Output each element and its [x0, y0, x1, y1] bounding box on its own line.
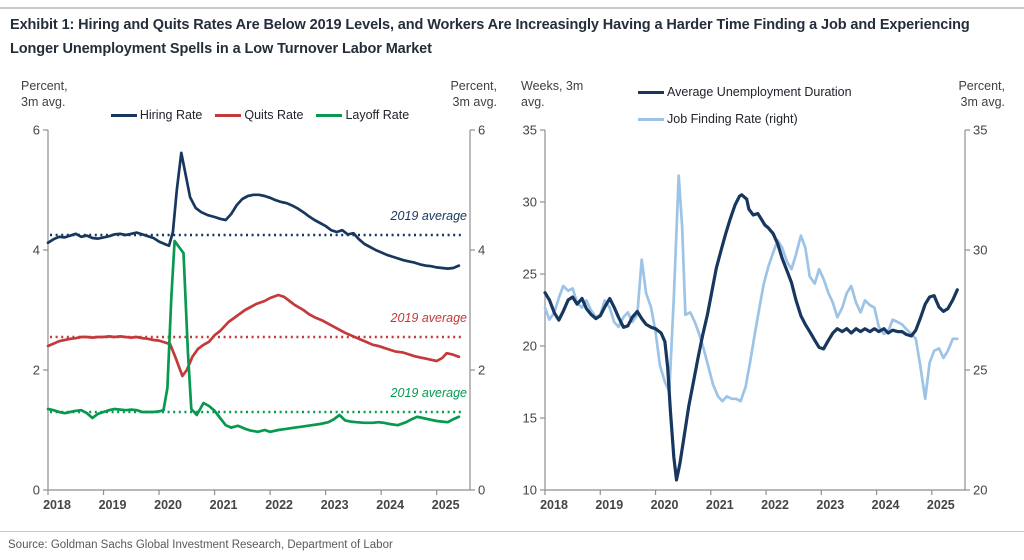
tick-label: 2020 — [651, 498, 679, 512]
tick-label: 2024 — [376, 498, 404, 512]
tick-label: 4 — [33, 243, 40, 258]
quits-rate-swatch — [215, 113, 242, 117]
legend-item-hiring-rate: Hiring Rate — [110, 108, 203, 122]
tick-label: 2025 — [927, 498, 955, 512]
right-chart-right-axis-caption: Percent, 3m avg. — [958, 79, 1005, 109]
tick-label: 2 — [478, 363, 485, 378]
left-chart-left-axis-caption: Percent, 3m avg. — [21, 79, 68, 109]
legend-label: Job Finding Rate (right) — [667, 112, 798, 126]
right-chart-left-axis-caption: Weeks, 3m avg. — [521, 79, 584, 109]
legend-item-layoff-rate: Layoff Rate — [316, 108, 409, 122]
legend-label: Hiring Rate — [139, 108, 203, 122]
hiring-2019-average-annotation: 2019 average — [390, 209, 467, 223]
tick-label: 6 — [478, 123, 485, 138]
tick-label: 15 — [523, 411, 537, 426]
tick-label: 2023 — [816, 498, 844, 512]
top-divider — [0, 7, 1024, 9]
tick-label: 2024 — [872, 498, 900, 512]
layoff-rate-swatch — [316, 113, 343, 117]
legend-label: Average Unemployment Duration — [667, 85, 852, 99]
hiring-rate-line — [46, 151, 461, 270]
hiring-rate-swatch — [110, 113, 137, 117]
tick-label: 2019 — [595, 498, 623, 512]
legend-item-quits-rate: Quits Rate — [215, 108, 303, 122]
tick-label: 0 — [33, 483, 40, 498]
tick-label: 35 — [523, 123, 537, 138]
quits-2019-average-annotation: 2019 average — [390, 311, 467, 325]
left-chart-right-axis-caption: Percent, 3m avg. — [450, 79, 497, 109]
tick-label: 25 — [973, 363, 987, 378]
exhibit-title: Exhibit 1: Hiring and Quits Rates Are Be… — [10, 17, 970, 57]
tick-label: 10 — [523, 483, 537, 498]
tick-label: 20 — [523, 339, 537, 354]
job-finding-rate-swatch — [638, 117, 664, 121]
tick-label: 0 — [478, 483, 485, 498]
tick-label: 30 — [523, 195, 537, 210]
layoff-2019-average-annotation: 2019 average — [390, 386, 467, 400]
tick-label: 30 — [973, 243, 987, 258]
quits-rate-line — [46, 293, 461, 378]
tick-label: 2025 — [432, 498, 460, 512]
tick-label: 35 — [973, 123, 987, 138]
right-chart-legend: Average Unemployment Duration Job Findin… — [638, 85, 852, 139]
legend-item-unemployment-duration: Average Unemployment Duration — [638, 85, 852, 99]
tick-label: 2022 — [265, 498, 293, 512]
tick-label: 2018 — [540, 498, 568, 512]
legend-label: Layoff Rate — [345, 108, 410, 122]
legend-item-job-finding-rate: Job Finding Rate (right) — [638, 112, 852, 126]
tick-label: 20 — [973, 483, 987, 498]
tick-label: 2023 — [321, 498, 349, 512]
left-chart-legend: Hiring Rate Quits Rate Layoff Rate — [48, 108, 472, 122]
average-unemployment-duration-line — [543, 193, 959, 482]
legend-label: Quits Rate — [244, 108, 304, 122]
tick-label: 2020 — [154, 498, 182, 512]
tick-label: 4 — [478, 243, 485, 258]
tick-label: 2 — [33, 363, 40, 378]
job-finding-rate-line — [543, 174, 959, 403]
unemployment-duration-swatch — [638, 90, 664, 94]
source-note: Source: Goldman Sachs Global Investment … — [8, 539, 393, 551]
tick-label: 2019 — [99, 498, 127, 512]
tick-label: 2022 — [761, 498, 789, 512]
tick-label: 2018 — [43, 498, 71, 512]
footer-divider — [0, 531, 1024, 532]
tick-label: 2021 — [706, 498, 734, 512]
layoff-rate-line — [46, 239, 461, 434]
tick-label: 2021 — [210, 498, 238, 512]
tick-label: 25 — [523, 267, 537, 282]
left-chart: 0 2 4 6 0 2 4 6 2018 2019 2020 2021 2022 2023 2024 2025 — [33, 123, 485, 513]
tick-label: 6 — [33, 123, 40, 138]
